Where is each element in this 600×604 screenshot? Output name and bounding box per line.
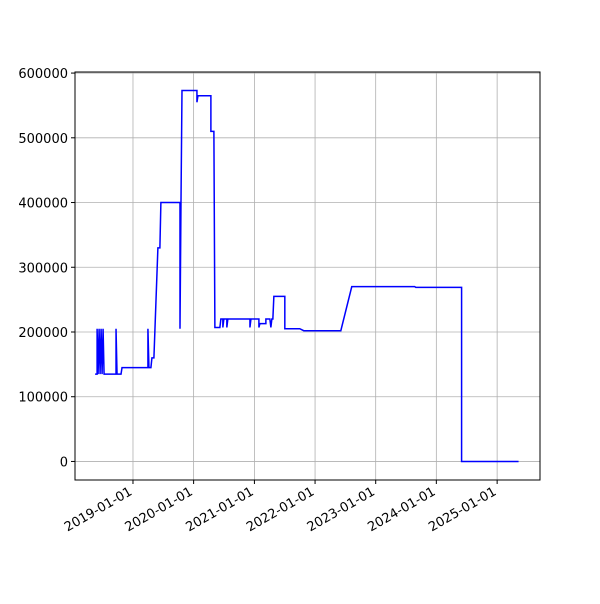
- y-tick-label: 200000: [18, 326, 68, 341]
- y-tick-label: 500000: [18, 132, 68, 147]
- y-tick-label: 600000: [18, 67, 68, 82]
- grid: [75, 72, 540, 480]
- y-tick-label: 100000: [18, 391, 68, 406]
- plot: [95, 89, 519, 463]
- axes-frame: [74, 71, 541, 481]
- data-line: [95, 89, 519, 463]
- y-tick-label: 300000: [18, 261, 68, 276]
- y-tick-label: 0: [60, 455, 68, 470]
- y-tick-label: 400000: [18, 197, 68, 212]
